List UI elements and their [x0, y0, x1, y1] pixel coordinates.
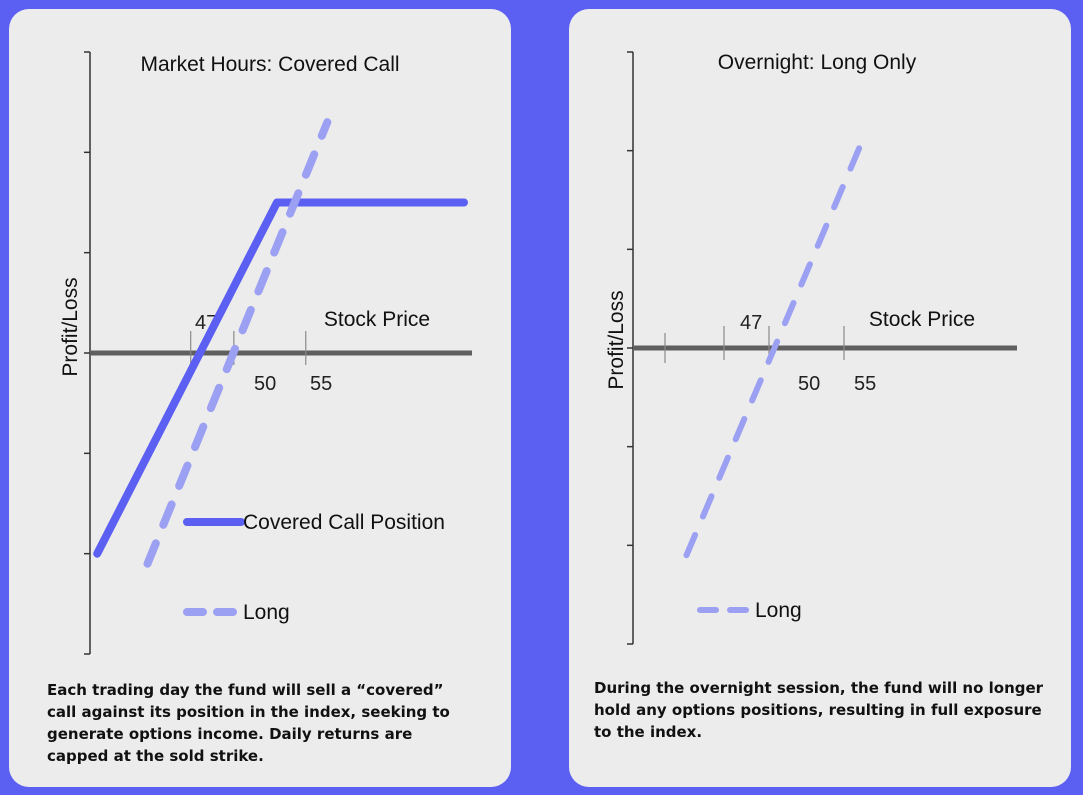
x-axis-label: Stock Price: [869, 308, 975, 331]
x-tick-label: 55: [854, 373, 876, 395]
legend-label: Long: [243, 601, 290, 624]
long-only-panel: Overnight: Long Only Profit/Loss 47 50 55 Sto…: [569, 9, 1071, 787]
covered-call-panel: Market Hours: Covered Call Profit/Loss 47 5…: [9, 9, 511, 787]
covered-call-series-line: [93, 198, 468, 558]
y-axis-label: Profit/Loss: [59, 277, 82, 376]
long-only-chart: Overnight: Long Only Profit/Loss 47 50 55 Sto…: [605, 51, 1017, 645]
y-axis-label: Profit/Loss: [605, 290, 628, 389]
chart-title: Overnight: Long Only: [718, 51, 917, 74]
x-tick-label: 50: [798, 373, 820, 395]
legend-label: Long: [755, 599, 802, 622]
legend-label: Covered Call Position: [243, 511, 445, 534]
covered-call-caption: Each trading day the fund will sell a “c…: [47, 681, 450, 765]
x-tick-label: 47: [740, 312, 762, 334]
x-tick-label: 50: [254, 373, 276, 395]
long-series-line: [683, 127, 870, 559]
x-tick-label: 55: [310, 373, 332, 395]
long-series-line: [143, 118, 332, 568]
long-only-caption: During the overnight session, the fund w…: [594, 679, 1044, 741]
x-axis-label: Stock Price: [324, 308, 430, 331]
chart-title: Market Hours: Covered Call: [140, 53, 399, 76]
